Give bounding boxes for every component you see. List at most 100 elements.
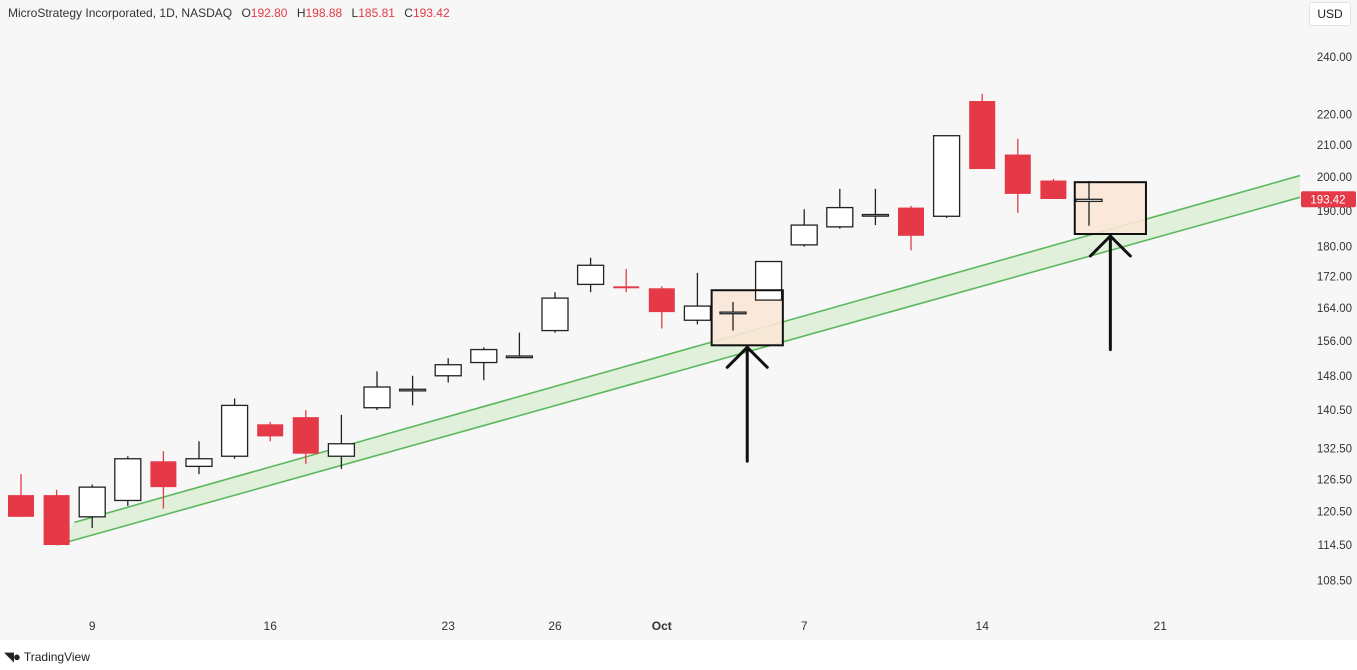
candle-body [1075, 198, 1103, 203]
x-tick-label: Oct [652, 619, 672, 633]
tradingview-logo-icon: ◥● [4, 649, 21, 664]
candle [861, 188, 890, 226]
candle-body [257, 424, 284, 437]
candle-body [150, 461, 177, 488]
trend-channel-fill [56, 175, 1301, 545]
brand[interactable]: ◥● TradingView [4, 649, 90, 665]
candle-body [185, 458, 213, 468]
candle-body [292, 417, 319, 454]
candle-body [683, 305, 712, 321]
y-tick-label: 140.50 [1317, 405, 1352, 417]
candle [613, 269, 640, 293]
candle-body [8, 495, 34, 517]
candle-body [327, 443, 356, 457]
up-arrow-2 [1088, 234, 1132, 352]
chart-header: MicroStrategy Incorporated, 1D, NASDAQ O… [8, 6, 450, 20]
candle-body [861, 213, 890, 217]
y-tick-label: 220.00 [1317, 109, 1352, 121]
candle [1040, 178, 1067, 200]
trend-channel-lower-line [56, 196, 1301, 546]
candle [541, 292, 569, 333]
candle [898, 205, 924, 251]
candle [683, 272, 712, 325]
candle-body [43, 495, 70, 545]
candle [754, 260, 783, 301]
candle [8, 474, 34, 517]
candle-body [398, 388, 427, 392]
arrow-head [1088, 234, 1132, 258]
candle-body [363, 386, 391, 409]
y-tick-label: 180.00 [1317, 242, 1352, 254]
candle-body [576, 264, 605, 286]
highlight-box-border-1 [710, 289, 784, 347]
candle [719, 302, 747, 331]
candle [257, 421, 284, 442]
ohlc-high-key: H [296, 6, 306, 20]
candle [78, 484, 106, 528]
y-tick-label: 126.50 [1317, 474, 1352, 486]
candle [398, 375, 427, 406]
x-tick-label: 23 [442, 619, 456, 633]
x-tick-label: 9 [89, 619, 96, 633]
x-tick-label: 16 [264, 619, 278, 633]
y-tick-label: 156.00 [1317, 336, 1352, 348]
candle-body [648, 288, 675, 313]
candle [434, 358, 462, 383]
ohlc-close-key: C [404, 6, 413, 20]
candle [150, 451, 177, 509]
candle [932, 135, 961, 219]
candle [505, 332, 534, 359]
currency-button[interactable]: USD [1309, 2, 1351, 26]
highlight-box-border-2 [1073, 181, 1147, 235]
candle-body [470, 348, 498, 364]
candle-body [719, 311, 747, 315]
y-tick-label: 148.00 [1317, 371, 1352, 383]
candle-body [613, 286, 640, 289]
candle [327, 414, 356, 469]
ohlc-close-value: 193.42 [412, 6, 450, 20]
y-tick-label: 108.50 [1317, 575, 1352, 587]
y-tick-label: 200.00 [1317, 172, 1352, 184]
candle-body [78, 486, 106, 518]
arrow-head [725, 345, 769, 369]
x-tick-label: 7 [801, 619, 808, 633]
candle-body [114, 458, 142, 502]
candle-body [898, 207, 924, 236]
candle [648, 286, 675, 329]
y-tick-label: 132.50 [1317, 444, 1352, 456]
candle [363, 371, 391, 411]
candle [1075, 180, 1103, 226]
highlight-box-2 [1074, 182, 1146, 234]
y-tick-label: 120.50 [1317, 506, 1352, 518]
candle [969, 93, 996, 170]
candle-body [790, 224, 818, 246]
y-tick-label: 190.00 [1317, 206, 1352, 218]
candle [470, 347, 498, 381]
candle [292, 410, 319, 464]
ohlc-low-key: L [351, 6, 359, 20]
brand-label: TradingView [23, 650, 90, 664]
candle-body [754, 260, 783, 301]
last-price-badge [1301, 191, 1356, 208]
candlestick-chart[interactable]: 108.50 114.50 120.50 126.50 132.50 140.50 148.… [0, 0, 1357, 640]
candle-body [541, 297, 569, 332]
x-tick-label: 14 [976, 619, 990, 633]
x-tick-label: 21 [1154, 619, 1168, 633]
candle [220, 398, 249, 459]
candle-body [1040, 180, 1067, 200]
y-tick-label: 210.00 [1317, 140, 1352, 152]
candle [43, 489, 70, 545]
candle [826, 188, 854, 229]
candle [576, 257, 605, 293]
candle [185, 441, 213, 475]
candle-body [220, 404, 249, 457]
candle [114, 456, 142, 506]
candle-body [1004, 154, 1031, 194]
candle [1004, 138, 1031, 213]
y-tick-label: 114.50 [1318, 540, 1352, 552]
ohlc-high-value: 198.88 [305, 6, 343, 20]
last-price-label: 193.42 [1310, 194, 1345, 206]
candle-body [969, 101, 996, 170]
candle-body [505, 355, 534, 359]
footer-bar [0, 640, 1357, 670]
